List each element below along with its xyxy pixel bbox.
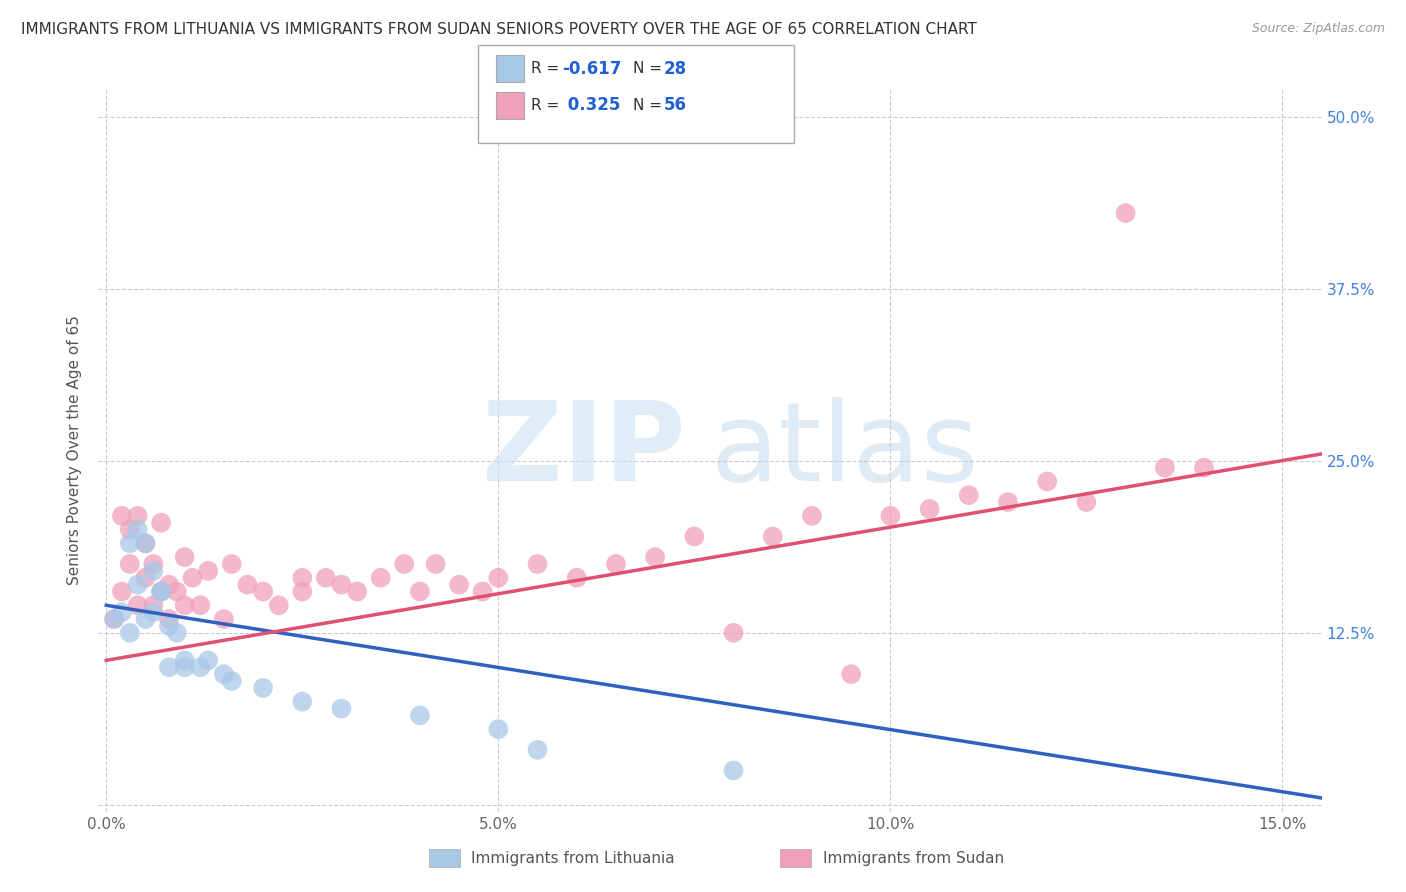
- Point: [212, 667, 235, 681]
- Point: [127, 577, 149, 591]
- Point: [1153, 460, 1175, 475]
- Point: [197, 653, 219, 667]
- Point: [173, 660, 195, 674]
- Point: [723, 764, 745, 778]
- Point: [957, 488, 980, 502]
- Point: [291, 584, 314, 599]
- Text: Immigrants from Lithuania: Immigrants from Lithuania: [471, 851, 675, 865]
- Point: [157, 660, 180, 674]
- Point: [134, 571, 156, 585]
- Point: [330, 701, 353, 715]
- Point: [118, 557, 141, 571]
- Point: [118, 536, 141, 550]
- Point: [1192, 460, 1215, 475]
- Point: [157, 577, 180, 591]
- Text: IMMIGRANTS FROM LITHUANIA VS IMMIGRANTS FROM SUDAN SENIORS POVERTY OVER THE AGE : IMMIGRANTS FROM LITHUANIA VS IMMIGRANTS …: [21, 22, 977, 37]
- Point: [486, 722, 509, 736]
- Point: [392, 557, 415, 571]
- Point: [150, 584, 173, 599]
- Point: [1076, 495, 1098, 509]
- Point: [723, 625, 745, 640]
- Point: [1036, 475, 1059, 489]
- Point: [409, 584, 432, 599]
- Point: [370, 571, 392, 585]
- Point: [526, 743, 548, 757]
- Point: [150, 516, 173, 530]
- Point: [997, 495, 1019, 509]
- Point: [683, 529, 706, 543]
- Point: [252, 681, 274, 695]
- Text: 28: 28: [664, 60, 686, 78]
- Point: [173, 653, 195, 667]
- Point: [111, 508, 134, 523]
- Point: [291, 571, 314, 585]
- Point: [181, 571, 204, 585]
- Point: [471, 584, 494, 599]
- Point: [134, 536, 156, 550]
- Point: [118, 625, 141, 640]
- Point: [197, 564, 219, 578]
- Point: [157, 612, 180, 626]
- Point: [103, 612, 125, 626]
- Point: [449, 577, 471, 591]
- Point: [166, 625, 188, 640]
- Point: [142, 557, 165, 571]
- Point: [134, 536, 156, 550]
- Point: [188, 599, 212, 613]
- Point: [315, 571, 337, 585]
- Point: [267, 599, 290, 613]
- Point: [762, 529, 785, 543]
- Point: [127, 508, 149, 523]
- Text: N =: N =: [633, 62, 666, 76]
- Point: [134, 612, 156, 626]
- Point: [565, 571, 588, 585]
- Point: [330, 577, 353, 591]
- Point: [142, 599, 165, 613]
- Point: [221, 557, 243, 571]
- Point: [801, 508, 824, 523]
- Point: [103, 612, 125, 626]
- Point: [157, 619, 180, 633]
- Point: [142, 605, 165, 619]
- Text: R =: R =: [531, 98, 565, 112]
- Point: [127, 599, 149, 613]
- Point: [918, 502, 941, 516]
- Point: [188, 660, 212, 674]
- Point: [252, 584, 274, 599]
- Point: [409, 708, 432, 723]
- Text: N =: N =: [633, 98, 666, 112]
- Point: [111, 605, 134, 619]
- Text: R =: R =: [531, 62, 565, 76]
- Text: Immigrants from Sudan: Immigrants from Sudan: [823, 851, 1004, 865]
- Text: 0.325: 0.325: [562, 96, 621, 114]
- Point: [150, 584, 173, 599]
- Point: [425, 557, 447, 571]
- Text: -0.617: -0.617: [562, 60, 621, 78]
- Point: [879, 508, 901, 523]
- Point: [173, 550, 195, 565]
- Text: atlas: atlas: [710, 397, 979, 504]
- Point: [236, 577, 259, 591]
- Point: [291, 695, 314, 709]
- Point: [221, 673, 243, 688]
- Text: 56: 56: [664, 96, 686, 114]
- Point: [1115, 206, 1137, 220]
- Point: [173, 599, 195, 613]
- Point: [212, 612, 235, 626]
- Text: Source: ZipAtlas.com: Source: ZipAtlas.com: [1251, 22, 1385, 36]
- Point: [142, 564, 165, 578]
- Point: [839, 667, 862, 681]
- Point: [605, 557, 627, 571]
- Text: ZIP: ZIP: [482, 397, 686, 504]
- Point: [486, 571, 509, 585]
- Point: [644, 550, 666, 565]
- Point: [346, 584, 368, 599]
- Y-axis label: Seniors Poverty Over the Age of 65: Seniors Poverty Over the Age of 65: [67, 316, 83, 585]
- Point: [127, 523, 149, 537]
- Point: [526, 557, 548, 571]
- Point: [150, 584, 173, 599]
- Point: [166, 584, 188, 599]
- Point: [118, 523, 141, 537]
- Point: [111, 584, 134, 599]
